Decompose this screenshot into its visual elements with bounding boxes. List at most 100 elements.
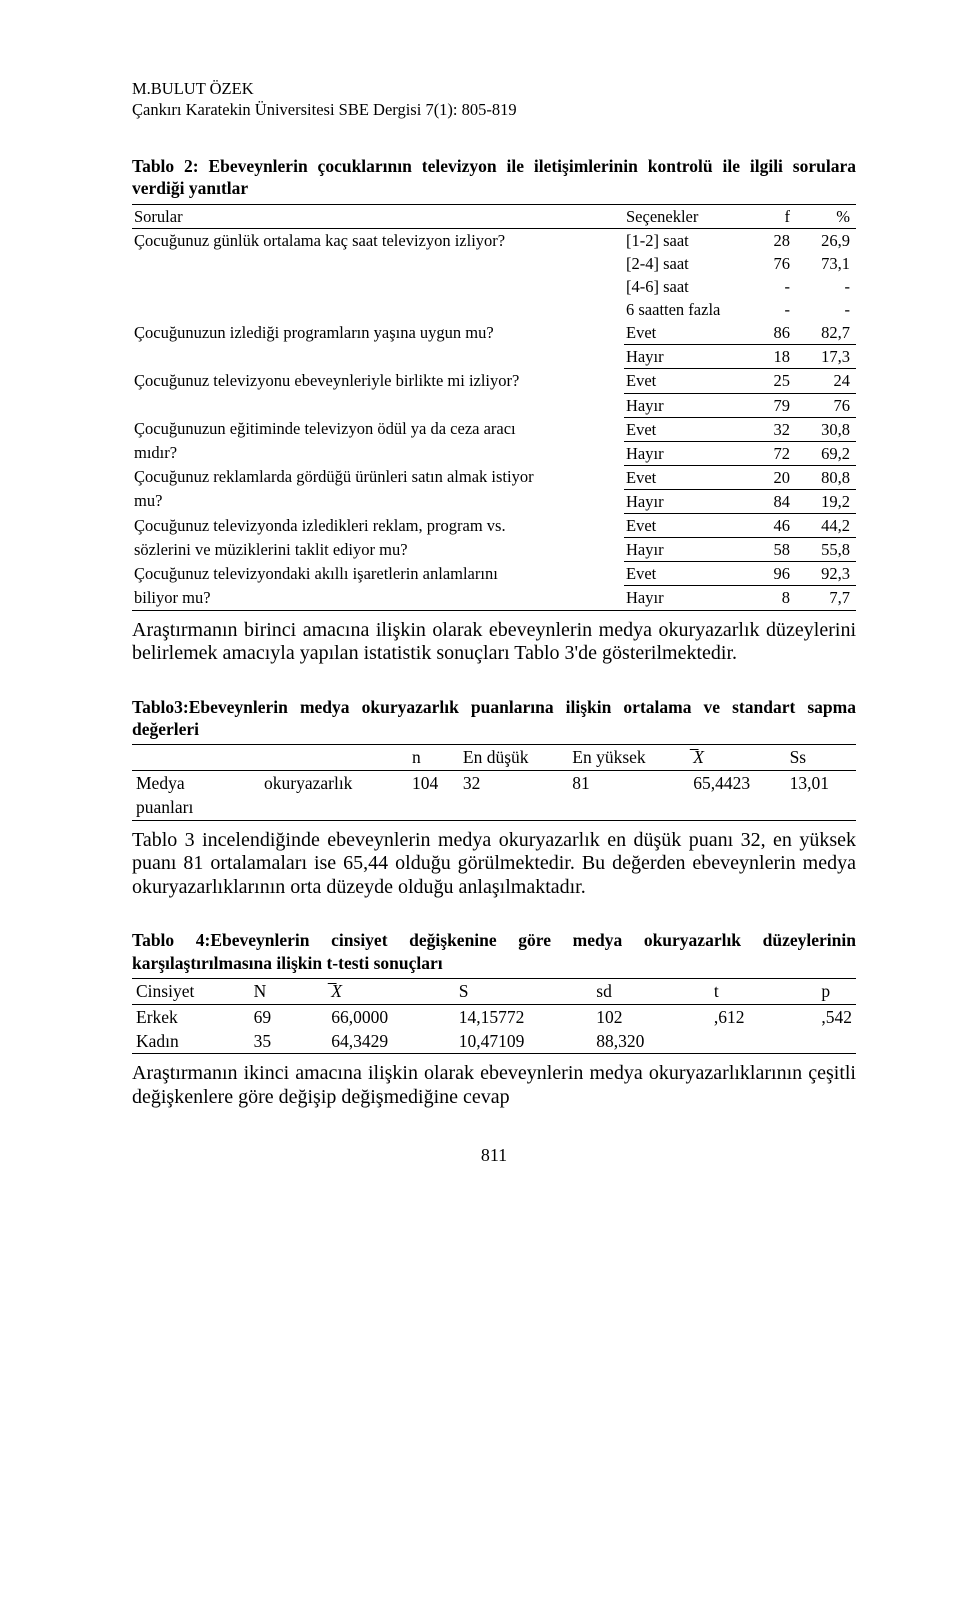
table2-pct: - — [796, 298, 856, 321]
table2-head-pct: % — [796, 204, 856, 228]
table4-cell — [710, 1029, 818, 1054]
t3-label-c: puanları — [132, 795, 408, 820]
table2-question: sözlerini ve müziklerini taklit ediyor m… — [132, 538, 624, 562]
table2-f: 8 — [736, 586, 796, 610]
table2-f: 28 — [736, 228, 796, 252]
table2-option: Hayır — [624, 538, 736, 562]
table2-row: Çocuğunuzun eğitiminde televizyon ödül y… — [132, 417, 856, 441]
table2-f: 96 — [736, 562, 796, 586]
table2-f: 86 — [736, 321, 796, 345]
table4-cell: ,612 — [710, 1004, 818, 1029]
table2-f: 72 — [736, 441, 796, 465]
table2-pct: 17,3 — [796, 345, 856, 369]
table2-f: 25 — [736, 369, 796, 393]
table2-question — [132, 393, 624, 417]
table4-cell: 88,320 — [592, 1029, 710, 1054]
table2-f: 46 — [736, 514, 796, 538]
table2-option: Hayır — [624, 586, 736, 610]
table2-question — [132, 275, 624, 298]
table2-question: Çocuğunuz televizyonda izledikleri rekla… — [132, 514, 624, 538]
table4-cell: Erkek — [132, 1004, 250, 1029]
table2-pct: 92,3 — [796, 562, 856, 586]
table3-data-row: Medya okuryazarlık 104 32 81 65,4423 13,… — [132, 770, 856, 795]
paragraph-3: Araştırmanın ikinci amacına ilişkin olar… — [132, 1062, 856, 1109]
t4-h-mean: X — [327, 979, 455, 1004]
table2-row: Çocuğunuzun izlediği programların yaşına… — [132, 321, 856, 345]
t3-h-blank2 — [260, 745, 408, 770]
table4-cell: 102 — [592, 1004, 710, 1029]
table2-head-f: f — [736, 204, 796, 228]
table2-question: biliyor mu? — [132, 586, 624, 610]
table2-row: Çocuğunuz televizyonda izledikleri rekla… — [132, 514, 856, 538]
table2-option: Evet — [624, 514, 736, 538]
table2-option: Evet — [624, 369, 736, 393]
table2-option: Hayır — [624, 441, 736, 465]
t4-h-n: N — [250, 979, 328, 1004]
table2-row: Çocuğunuz televizyondaki akıllı işaretle… — [132, 562, 856, 586]
table3-caption: Tablo3:Ebeveynlerin medya okuryazarlık p… — [132, 696, 856, 741]
page-number: 811 — [132, 1144, 856, 1167]
t3-label-a: Medya — [132, 770, 260, 795]
table2-option: [4-6] saat — [624, 275, 736, 298]
table2-question: Çocuğunuz reklamlarda gördüğü ürünleri s… — [132, 465, 624, 489]
table2-pct: 19,2 — [796, 489, 856, 513]
table2-pct: 82,7 — [796, 321, 856, 345]
t3-mean: 65,4423 — [689, 770, 785, 795]
table2-f: 18 — [736, 345, 796, 369]
table2-pct: - — [796, 275, 856, 298]
table2-option: [2-4] saat — [624, 252, 736, 275]
table2-pct: 80,8 — [796, 465, 856, 489]
table2-row: Çocuğunuz günlük ortalama kaç saat telev… — [132, 228, 856, 252]
table4-head-row: Cinsiyet N X S sd t p — [132, 979, 856, 1004]
table4-cell: 66,0000 — [327, 1004, 455, 1029]
table4-row: Erkek6966,000014,15772102,612,542 — [132, 1004, 856, 1029]
t4-h-s: S — [455, 979, 593, 1004]
t3-min: 32 — [459, 770, 568, 795]
table2-option: [1-2] saat — [624, 228, 736, 252]
t4-h-p: p — [817, 979, 856, 1004]
table3-head-row: n En düşük En yüksek X Ss — [132, 745, 856, 770]
table2-question: mıdır? — [132, 441, 624, 465]
table4-cell: 14,15772 — [455, 1004, 593, 1029]
table2-row: mu?Hayır8419,2 — [132, 489, 856, 513]
table2-pct: 7,7 — [796, 586, 856, 610]
table2-pct: 55,8 — [796, 538, 856, 562]
table2-row: mıdır?Hayır7269,2 — [132, 441, 856, 465]
table4-caption: Tablo 4:Ebeveynlerin cinsiyet değişkenin… — [132, 929, 856, 974]
table4-cell: 10,47109 — [455, 1029, 593, 1054]
table2-question — [132, 345, 624, 369]
table2-question: Çocuğunuzun eğitiminde televizyon ödül y… — [132, 417, 624, 441]
table2-row: Çocuğunuz televizyonu ebeveynleriyle bir… — [132, 369, 856, 393]
table3: n En düşük En yüksek X Ss Medya okuryaza… — [132, 744, 856, 820]
table2-row: [2-4] saat7673,1 — [132, 252, 856, 275]
table2-f: - — [736, 275, 796, 298]
journal-line: Çankırı Karatekin Üniversitesi SBE Dergi… — [132, 99, 856, 120]
table2-question: Çocuğunuz televizyonu ebeveynleriyle bir… — [132, 369, 624, 393]
paragraph-1: Araştırmanın birinci amacına ilişkin ola… — [132, 619, 856, 666]
table4-cell — [817, 1029, 856, 1054]
t3-label-b: okuryazarlık — [260, 770, 408, 795]
table2-f: 20 — [736, 465, 796, 489]
t3-h-ss: Ss — [786, 745, 856, 770]
t3-h-min: En düşük — [459, 745, 568, 770]
table2-row: Çocuğunuz reklamlarda gördüğü ürünleri s… — [132, 465, 856, 489]
table2-pct: 76 — [796, 393, 856, 417]
table2-row: sözlerini ve müziklerini taklit ediyor m… — [132, 538, 856, 562]
table2: Sorular Seçenekler f % Çocuğunuz günlük … — [132, 204, 856, 611]
table2-pct: 30,8 — [796, 417, 856, 441]
table2-question — [132, 252, 624, 275]
t3-h-mean: X — [689, 745, 785, 770]
table2-pct: 44,2 — [796, 514, 856, 538]
table2-option: Hayır — [624, 393, 736, 417]
table2-option: 6 saatten fazla — [624, 298, 736, 321]
t3-max: 81 — [568, 770, 689, 795]
table2-option: Evet — [624, 321, 736, 345]
table4: Cinsiyet N X S sd t p Erkek6966,000014,1… — [132, 978, 856, 1054]
table2-row: 6 saatten fazla-- — [132, 298, 856, 321]
table2-option: Evet — [624, 562, 736, 586]
table4-cell: 69 — [250, 1004, 328, 1029]
table2-option: Evet — [624, 417, 736, 441]
table2-f: 76 — [736, 252, 796, 275]
table2-head-row: Sorular Seçenekler f % — [132, 204, 856, 228]
t4-h-sd: sd — [592, 979, 710, 1004]
